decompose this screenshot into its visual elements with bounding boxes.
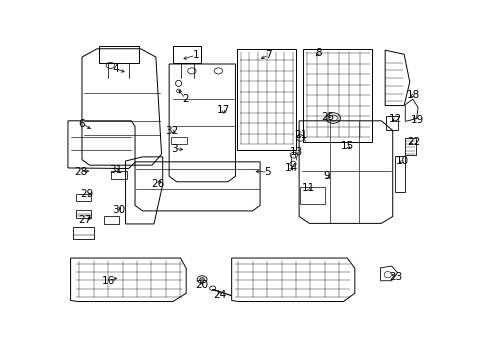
- Text: 10: 10: [395, 156, 408, 166]
- Text: 24: 24: [212, 290, 225, 300]
- Text: 18: 18: [406, 90, 419, 100]
- Text: 2: 2: [182, 94, 188, 104]
- Bar: [75, 210, 91, 219]
- Text: 7: 7: [265, 50, 271, 60]
- Text: 23: 23: [388, 272, 401, 282]
- Text: 31: 31: [108, 165, 122, 175]
- Bar: [299, 187, 324, 204]
- Text: 25: 25: [320, 112, 333, 122]
- Text: 19: 19: [410, 115, 423, 125]
- Text: 29: 29: [80, 189, 93, 199]
- Ellipse shape: [199, 278, 204, 281]
- Bar: [405, 138, 415, 156]
- Bar: [171, 136, 186, 144]
- Text: 21: 21: [293, 130, 306, 140]
- Bar: [73, 227, 94, 239]
- Text: 27: 27: [78, 215, 91, 225]
- Text: 12: 12: [388, 114, 401, 124]
- Bar: [75, 194, 91, 201]
- Bar: [103, 216, 119, 224]
- Text: 22: 22: [406, 137, 419, 147]
- Text: 4: 4: [113, 64, 119, 74]
- Text: 32: 32: [165, 126, 179, 136]
- Bar: [111, 171, 127, 179]
- Text: 1: 1: [192, 50, 199, 60]
- Text: 3: 3: [170, 144, 177, 153]
- Text: 9: 9: [323, 171, 330, 181]
- Text: 17: 17: [216, 105, 229, 115]
- Text: 8: 8: [315, 48, 322, 58]
- Bar: [386, 116, 398, 130]
- Text: 16: 16: [102, 276, 115, 286]
- Text: 5: 5: [264, 167, 270, 177]
- Text: 6: 6: [79, 118, 85, 129]
- Text: 11: 11: [301, 184, 314, 193]
- Text: 28: 28: [74, 167, 87, 177]
- Text: 26: 26: [151, 179, 164, 189]
- Bar: [395, 156, 404, 192]
- Text: 14: 14: [285, 163, 298, 174]
- Text: 20: 20: [194, 280, 207, 290]
- Text: 15: 15: [340, 141, 353, 151]
- Text: 30: 30: [112, 205, 125, 215]
- Text: 13: 13: [290, 147, 303, 157]
